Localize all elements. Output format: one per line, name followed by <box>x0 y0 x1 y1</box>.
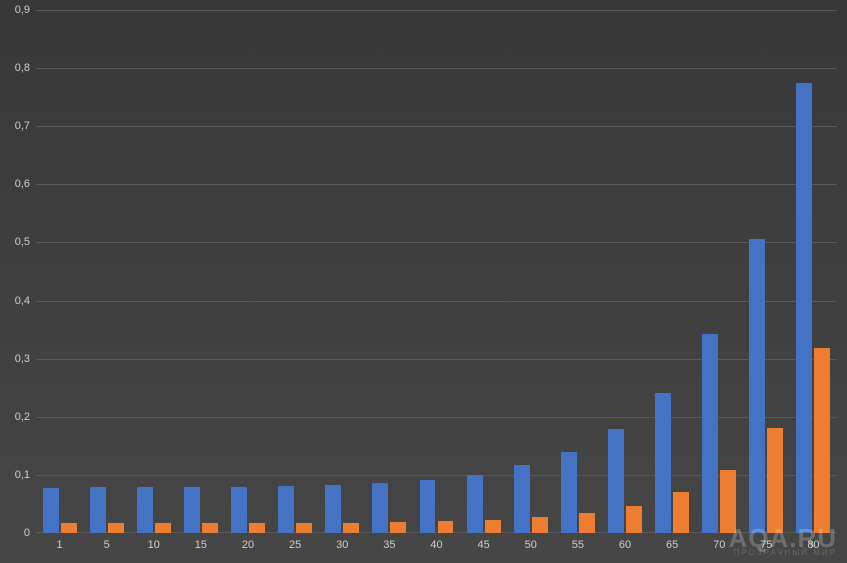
bar-series-1 <box>278 486 294 533</box>
y-axis-label: 0,6 <box>15 178 30 190</box>
bar-series-1 <box>137 487 153 533</box>
y-axis-label: 0,3 <box>15 353 30 365</box>
bar-series-2 <box>532 517 548 533</box>
gridline <box>36 126 837 127</box>
bar-series-2 <box>814 348 830 533</box>
bar-series-2 <box>485 520 501 533</box>
x-axis-label: 45 <box>477 539 489 551</box>
bar-series-1 <box>561 452 577 533</box>
x-axis-label: 60 <box>619 539 631 551</box>
x-axis-label: 20 <box>242 539 254 551</box>
bar-series-1 <box>90 487 106 533</box>
x-axis-label: 30 <box>336 539 348 551</box>
bar-series-2 <box>673 492 689 533</box>
x-axis-label: 75 <box>760 539 772 551</box>
bar-series-2 <box>720 470 736 533</box>
gridline <box>36 184 837 185</box>
x-axis-label: 5 <box>104 539 110 551</box>
y-axis-label: 0,7 <box>15 120 30 132</box>
y-axis-label: 0 <box>24 527 30 539</box>
y-axis-label: 0,9 <box>15 4 30 16</box>
bar-series-1 <box>43 488 59 533</box>
x-axis-label: 25 <box>289 539 301 551</box>
x-axis-label: 50 <box>525 539 537 551</box>
x-axis-label: 35 <box>383 539 395 551</box>
x-axis-label: 40 <box>430 539 442 551</box>
chart-container: 00,10,20,30,40,50,60,70,80,9151015202530… <box>0 0 847 563</box>
y-axis-label: 0,8 <box>15 62 30 74</box>
bar-series-1 <box>325 485 341 533</box>
bar-series-2 <box>626 506 642 533</box>
y-axis-label: 0,4 <box>15 295 30 307</box>
gridline <box>36 301 837 302</box>
bar-series-1 <box>372 483 388 533</box>
plot-area: 00,10,20,30,40,50,60,70,80,9151015202530… <box>36 10 837 533</box>
bar-series-2 <box>202 523 218 533</box>
watermark-sub: ПРОЗРАЧНЫЙ МИР <box>728 548 837 557</box>
bar-series-1 <box>184 487 200 533</box>
bar-series-1 <box>467 475 483 533</box>
x-axis-label: 1 <box>56 539 62 551</box>
bar-series-1 <box>655 393 671 533</box>
bar-series-2 <box>579 513 595 533</box>
x-axis-label: 15 <box>195 539 207 551</box>
x-axis-label: 10 <box>148 539 160 551</box>
bar-series-2 <box>61 523 77 533</box>
gridline <box>36 68 837 69</box>
bar-series-2 <box>249 523 265 533</box>
x-axis-label: 65 <box>666 539 678 551</box>
x-axis-label: 70 <box>713 539 725 551</box>
bar-series-1 <box>231 487 247 533</box>
x-axis-label: 55 <box>572 539 584 551</box>
bar-series-2 <box>438 521 454 533</box>
bar-series-1 <box>702 334 718 533</box>
gridline <box>36 242 837 243</box>
bar-series-1 <box>420 480 436 533</box>
bar-series-1 <box>796 83 812 533</box>
bar-series-1 <box>608 429 624 533</box>
y-axis-label: 0,1 <box>15 469 30 481</box>
bar-series-1 <box>749 239 765 533</box>
bar-series-2 <box>296 523 312 533</box>
bar-series-2 <box>343 523 359 533</box>
bar-series-2 <box>767 428 783 533</box>
y-axis-label: 0,5 <box>15 236 30 248</box>
bar-series-2 <box>108 523 124 533</box>
bar-series-2 <box>390 522 406 533</box>
bar-series-1 <box>514 465 530 533</box>
gridline <box>36 10 837 11</box>
x-axis-label: 80 <box>807 539 819 551</box>
y-axis-label: 0,2 <box>15 411 30 423</box>
bar-series-2 <box>155 523 171 533</box>
